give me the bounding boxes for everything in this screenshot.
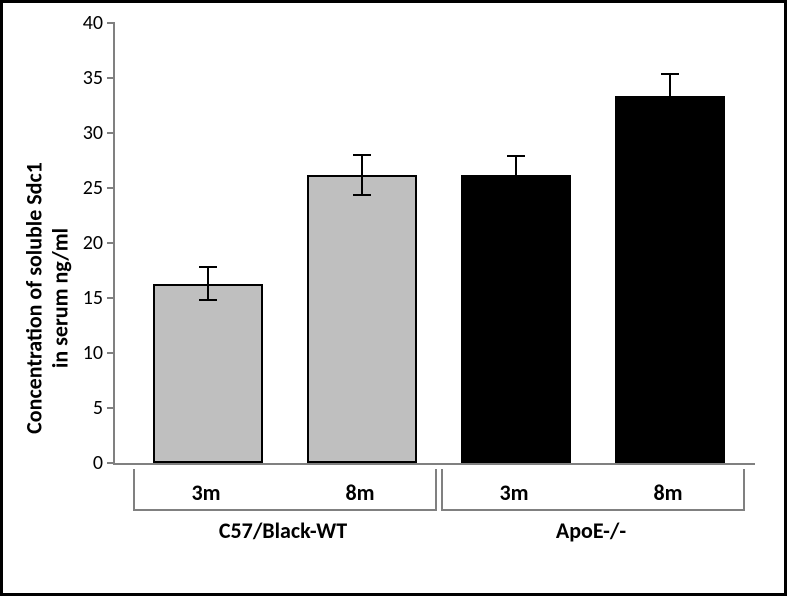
y-tick-mark [107, 22, 115, 24]
bar [153, 284, 263, 463]
y-tick-label: 35 [83, 66, 103, 90]
y-tick-mark [107, 407, 115, 409]
error-bar-cap [199, 299, 217, 301]
group-bracket [133, 469, 437, 511]
plot-area: 0510152025303540 [113, 23, 755, 465]
y-tick-mark [107, 297, 115, 299]
group-label: ApoE-/- [556, 517, 626, 544]
error-bar-cap [507, 155, 525, 157]
y-tick-label: 30 [83, 121, 103, 145]
bar [307, 175, 417, 463]
group-bracket [441, 469, 745, 511]
error-bar [207, 267, 209, 300]
ylabel-line2: in serum ng/ml [47, 228, 74, 368]
y-tick-mark [107, 132, 115, 134]
chart-frame: Concentration of soluble Sdc1in serum ng… [0, 0, 787, 596]
y-tick-label: 5 [93, 396, 103, 420]
bar [461, 175, 571, 463]
bar [615, 96, 725, 463]
y-tick-mark [107, 242, 115, 244]
error-bar [669, 74, 671, 118]
error-bar-cap [353, 194, 371, 196]
y-axis-label: Concentration of soluble Sdc1in serum ng… [22, 162, 75, 434]
y-tick-mark [107, 187, 115, 189]
error-bar [361, 155, 363, 195]
y-tick-label: 15 [83, 286, 103, 310]
error-bar-cap [507, 193, 525, 195]
y-tick-mark [107, 352, 115, 354]
error-bar-cap [353, 154, 371, 156]
error-bar-cap [199, 266, 217, 268]
x-axis-area: 3m8m3m8mC57/Black-WTApoE-/- [113, 465, 753, 585]
error-bar-cap [661, 117, 679, 119]
y-tick-label: 10 [83, 341, 103, 365]
error-bar-cap [661, 73, 679, 75]
y-tick-mark [107, 462, 115, 464]
error-bar [515, 156, 517, 193]
y-tick-label: 40 [83, 11, 103, 35]
group-label: C57/Black-WT [219, 517, 347, 544]
y-tick-label: 0 [93, 451, 103, 475]
y-tick-mark [107, 77, 115, 79]
y-tick-label: 20 [83, 231, 103, 255]
ylabel-line1: Concentration of soluble Sdc1 [21, 162, 48, 434]
y-tick-label: 25 [83, 176, 103, 200]
